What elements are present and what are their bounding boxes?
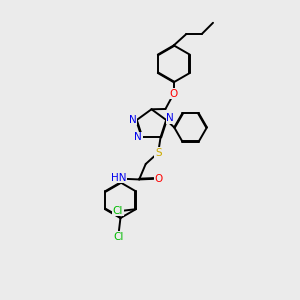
- Text: Cl: Cl: [114, 232, 124, 242]
- Text: N: N: [129, 115, 136, 125]
- Text: N: N: [167, 113, 174, 124]
- Text: HN: HN: [111, 173, 126, 183]
- Text: O: O: [170, 88, 178, 98]
- Text: S: S: [155, 148, 161, 158]
- Text: N: N: [134, 132, 142, 142]
- Text: Cl: Cl: [113, 206, 123, 216]
- Text: O: O: [155, 174, 163, 184]
